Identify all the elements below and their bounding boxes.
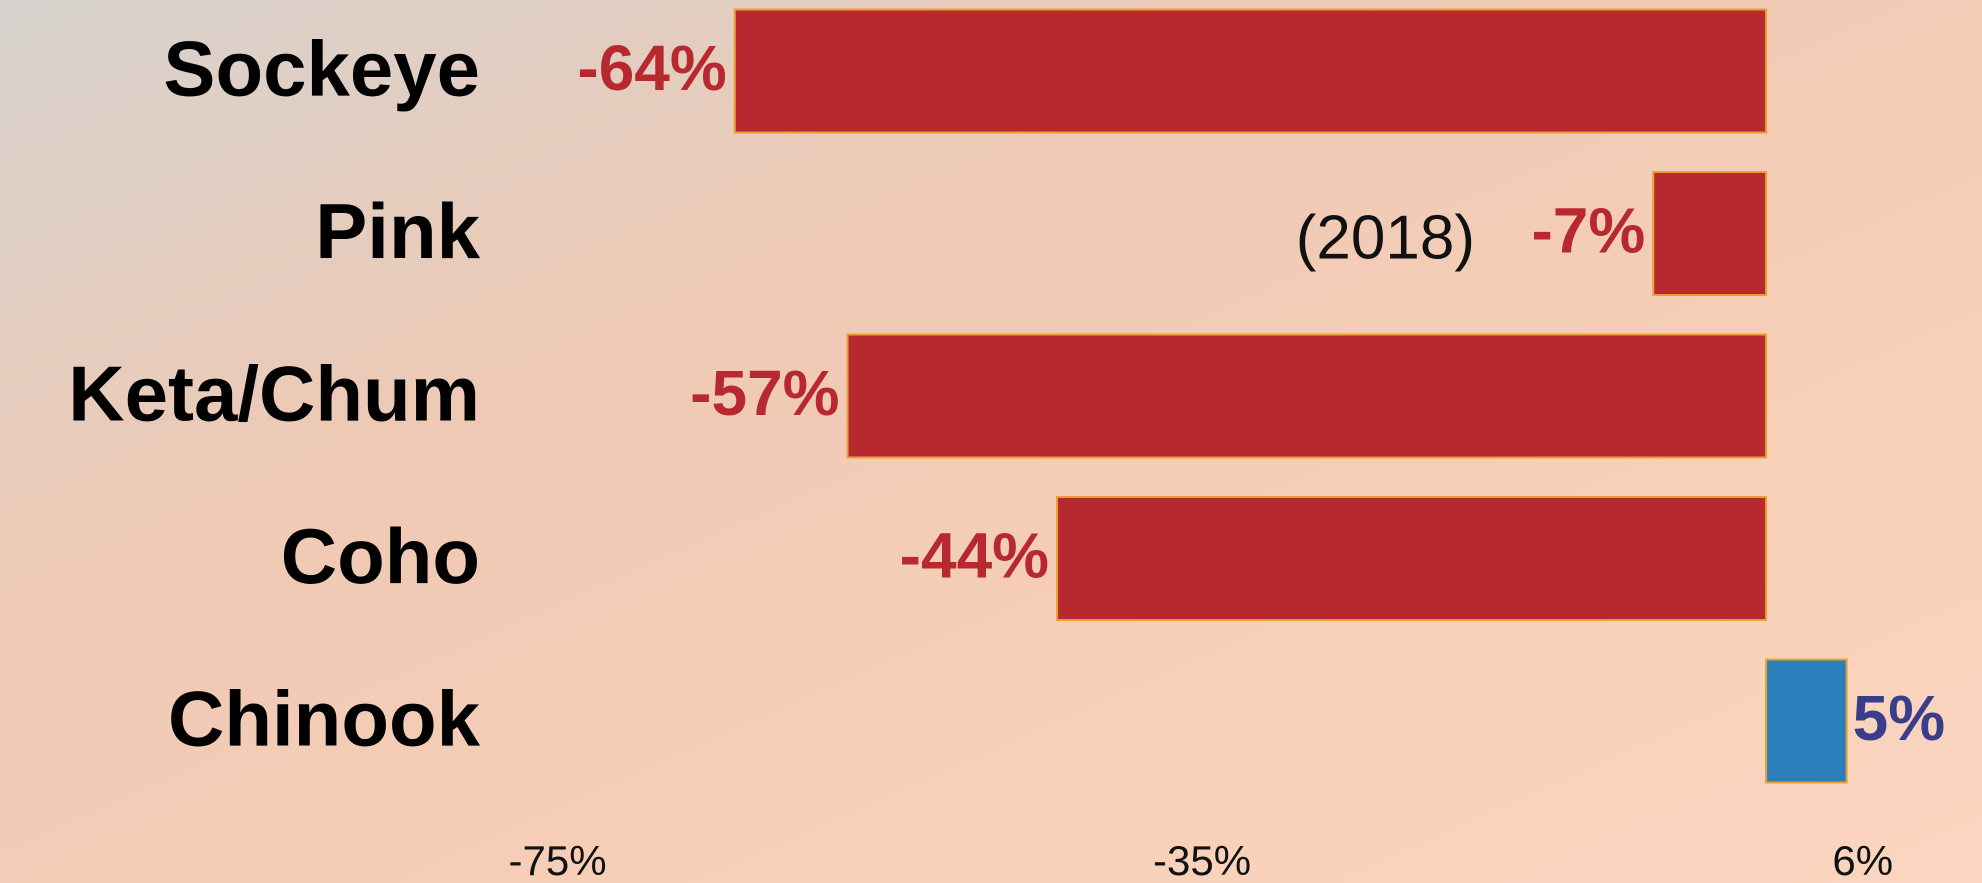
value-label: -64% bbox=[577, 32, 726, 104]
category-label: Keta/Chum bbox=[68, 350, 480, 438]
bar bbox=[1056, 496, 1768, 621]
annotation: (2018) bbox=[1296, 203, 1475, 272]
bar bbox=[846, 333, 1768, 459]
bar bbox=[1652, 171, 1768, 296]
category-label: Sockeye bbox=[163, 25, 480, 113]
value-label: -7% bbox=[1531, 194, 1645, 266]
value-label: -57% bbox=[690, 357, 839, 429]
category-label: Chinook bbox=[168, 675, 481, 763]
x-tick-label: 6% bbox=[1832, 837, 1893, 883]
category-label: Coho bbox=[281, 512, 480, 600]
x-tick-label: -75% bbox=[509, 837, 607, 883]
value-label: -44% bbox=[900, 519, 1049, 591]
x-tick-label: -35% bbox=[1153, 837, 1251, 883]
value-label: 5% bbox=[1853, 682, 1946, 754]
category-label: Pink bbox=[315, 187, 480, 275]
bar bbox=[733, 8, 1768, 134]
bar bbox=[1765, 658, 1848, 784]
